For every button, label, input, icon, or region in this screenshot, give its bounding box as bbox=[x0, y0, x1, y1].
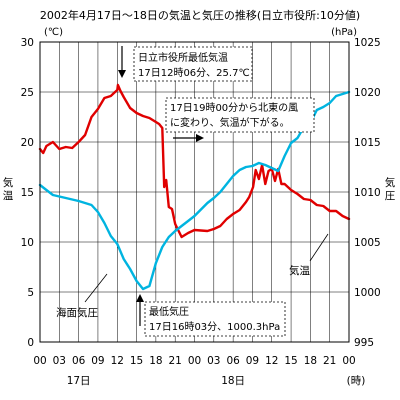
x-tick-label: 06 bbox=[226, 355, 240, 367]
temperature-label: 気温 bbox=[289, 264, 310, 277]
right-tick-label: 1015 bbox=[354, 137, 381, 149]
annotation-min-temp-line2: 17日12時06分、25.7℃ bbox=[138, 67, 250, 79]
x-axis-unit: (時) bbox=[347, 375, 366, 387]
left-tick-label: 30 bbox=[21, 37, 34, 49]
pressure-series-label: 海面気圧 bbox=[56, 273, 108, 319]
annotation-min-temp: 日立市役所最低気温 17日12時06分、25.7℃ bbox=[118, 46, 253, 82]
x-tick-label: 12 bbox=[265, 355, 278, 367]
right-tick-label: 1020 bbox=[354, 87, 381, 99]
x-tick-label: 15 bbox=[284, 355, 297, 367]
left-tick-label: 5 bbox=[27, 287, 34, 299]
gridlines bbox=[40, 42, 349, 342]
x-tick-label: 21 bbox=[323, 355, 336, 367]
day-label: 17日 bbox=[67, 375, 91, 387]
x-tick-label: 21 bbox=[169, 355, 182, 367]
x-tick-label: 03 bbox=[53, 355, 66, 367]
right-unit: (hPa) bbox=[331, 27, 357, 38]
temperature-label-leader bbox=[309, 233, 329, 262]
right-tick-label: 1005 bbox=[354, 237, 381, 249]
temperature-series-label: 気温 bbox=[289, 233, 329, 277]
day-label: 18日 bbox=[221, 375, 245, 387]
left-tick-label: 20 bbox=[21, 137, 34, 149]
annotation-min-pres-line1: 最低気圧 bbox=[149, 305, 189, 318]
plot-frame bbox=[39, 41, 350, 343]
x-tick-label: 09 bbox=[246, 355, 259, 367]
annotation-min-temp-arrowhead bbox=[118, 70, 126, 78]
annotation-min-pres-line2: 17日16時03分、1000.3hPa bbox=[149, 321, 280, 333]
right-tick-label: 1025 bbox=[354, 37, 381, 49]
x-tick-label: 18 bbox=[149, 355, 162, 367]
annotation-wind-box bbox=[165, 97, 315, 133]
right-tick-label: 1010 bbox=[354, 187, 381, 199]
x-tick-label: 15 bbox=[130, 355, 143, 367]
annotation-min-pres-box bbox=[144, 301, 286, 337]
chart-title: 2002年4月17日〜18日の気温と気圧の推移(日立市役所:10分値) bbox=[40, 8, 360, 22]
annotation-wind-line1: 17日19時00分から北東の風 bbox=[170, 101, 298, 114]
x-tick-label: 06 bbox=[72, 355, 86, 367]
annotation-min-pres: 最低気圧 17日16時03分、1000.3hPa bbox=[136, 294, 286, 337]
x-tick-label: 09 bbox=[91, 355, 104, 367]
x-axis-ticks: 00 03 06 09 12 15 18 21 00 03 06 09 12 15 18 21 00 17日 18日 bbox=[33, 355, 355, 387]
left-tick-label: 10 bbox=[21, 237, 34, 249]
right-tick-label: 1000 bbox=[354, 287, 381, 299]
x-tick-label: 00 bbox=[188, 355, 201, 367]
pressure-label: 海面気圧 bbox=[56, 306, 98, 319]
right-axis-label: 気圧 bbox=[385, 176, 396, 202]
left-unit: (℃) bbox=[44, 27, 63, 38]
left-tick-label: 0 bbox=[27, 337, 34, 349]
left-axis-label: 気温 bbox=[3, 176, 14, 202]
right-tick-label: 995 bbox=[354, 337, 374, 349]
annotation-wind: 17日19時00分から北東の風 に変わり、気温が下がる。 bbox=[165, 97, 315, 142]
right-axis-ticks: 995 1000 1005 1010 1015 1020 1025 bbox=[354, 37, 381, 349]
x-tick-label: 12 bbox=[111, 355, 124, 367]
pressure-label-leader bbox=[84, 273, 108, 303]
x-tick-label: 18 bbox=[304, 355, 317, 367]
left-axis-ticks: 0 5 10 15 20 25 30 bbox=[21, 37, 34, 349]
left-tick-label: 25 bbox=[21, 87, 34, 99]
x-tick-label: 00 bbox=[33, 355, 46, 367]
annotation-wind-arrowhead bbox=[196, 134, 204, 142]
x-tick-label: 00 bbox=[342, 355, 355, 367]
annotation-min-temp-box bbox=[133, 46, 253, 82]
annotation-min-temp-line1: 日立市役所最低気温 bbox=[138, 51, 228, 64]
annotation-wind-line2: に変わり、気温が下がる。 bbox=[170, 116, 290, 129]
x-tick-label: 03 bbox=[207, 355, 220, 367]
left-tick-label: 15 bbox=[21, 187, 34, 199]
annotation-min-pres-arrowhead bbox=[136, 294, 144, 302]
series-line-temperature bbox=[38, 83, 351, 239]
